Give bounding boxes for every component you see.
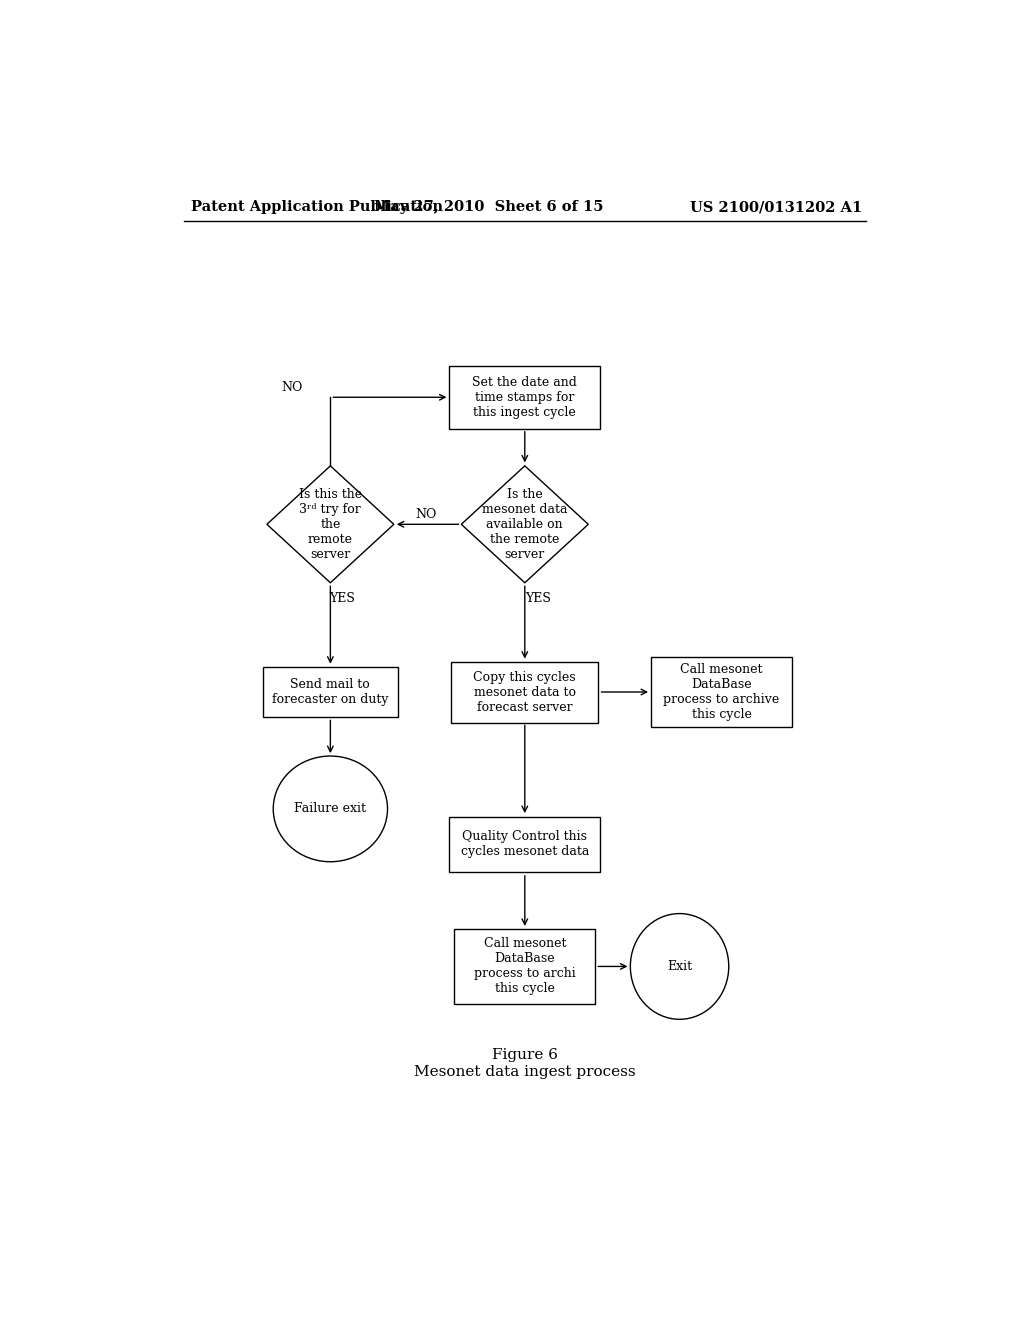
Text: NO: NO: [415, 508, 436, 520]
Text: YES: YES: [330, 591, 355, 605]
Text: YES: YES: [525, 591, 551, 605]
Text: Call mesonet
DataBase
process to archi
this cycle: Call mesonet DataBase process to archi t…: [474, 937, 575, 995]
Ellipse shape: [631, 913, 729, 1019]
Text: Call mesonet
DataBase
process to archive
this cycle: Call mesonet DataBase process to archive…: [664, 663, 779, 721]
Text: Quality Control this
cycles mesonet data: Quality Control this cycles mesonet data: [461, 830, 589, 858]
Text: NO: NO: [282, 380, 303, 393]
Polygon shape: [267, 466, 394, 582]
Text: Failure exit: Failure exit: [294, 803, 367, 816]
Text: Set the date and
time stamps for
this ingest cycle: Set the date and time stamps for this in…: [472, 376, 578, 418]
Text: Copy this cycles
mesonet data to
forecast server: Copy this cycles mesonet data to forecas…: [473, 671, 577, 714]
FancyBboxPatch shape: [455, 929, 595, 1003]
FancyBboxPatch shape: [651, 657, 793, 726]
FancyBboxPatch shape: [452, 661, 598, 722]
Text: Send mail to
forecaster on duty: Send mail to forecaster on duty: [272, 678, 389, 706]
Text: Exit: Exit: [667, 960, 692, 973]
Text: Patent Application Publication: Patent Application Publication: [191, 201, 443, 214]
Text: Figure 6: Figure 6: [492, 1048, 558, 1061]
FancyBboxPatch shape: [450, 366, 600, 429]
Text: May 27, 2010  Sheet 6 of 15: May 27, 2010 Sheet 6 of 15: [375, 201, 604, 214]
FancyBboxPatch shape: [450, 817, 600, 873]
Text: US 2100/0131202 A1: US 2100/0131202 A1: [690, 201, 862, 214]
Polygon shape: [461, 466, 588, 582]
Text: Mesonet data ingest process: Mesonet data ingest process: [414, 1065, 636, 1080]
Text: Is this the
3ʳᵈ try for
the
remote
server: Is this the 3ʳᵈ try for the remote serve…: [299, 488, 361, 561]
FancyBboxPatch shape: [263, 667, 397, 718]
Text: Is the
mesonet data
available on
the remote
server: Is the mesonet data available on the rem…: [482, 488, 567, 561]
Ellipse shape: [273, 756, 387, 862]
